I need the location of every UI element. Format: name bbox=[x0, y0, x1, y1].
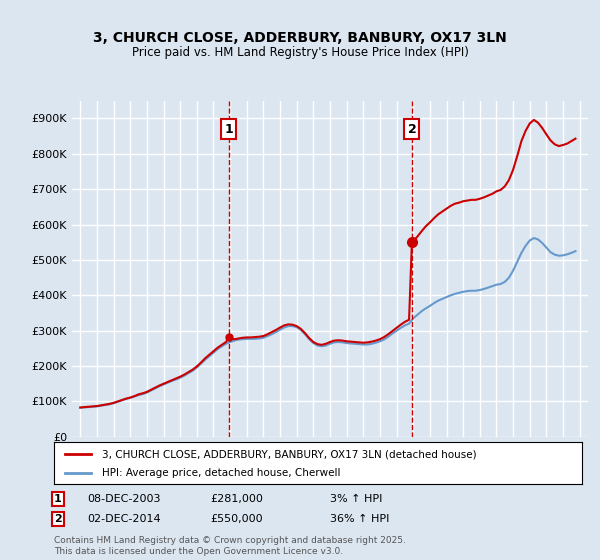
Text: Price paid vs. HM Land Registry's House Price Index (HPI): Price paid vs. HM Land Registry's House … bbox=[131, 46, 469, 59]
Text: 36% ↑ HPI: 36% ↑ HPI bbox=[330, 514, 389, 524]
Text: 1: 1 bbox=[54, 494, 62, 504]
Text: £550,000: £550,000 bbox=[210, 514, 263, 524]
Text: 3% ↑ HPI: 3% ↑ HPI bbox=[330, 494, 382, 504]
Text: 08-DEC-2003: 08-DEC-2003 bbox=[87, 494, 161, 504]
Text: 02-DEC-2014: 02-DEC-2014 bbox=[87, 514, 161, 524]
Text: Contains HM Land Registry data © Crown copyright and database right 2025.
This d: Contains HM Land Registry data © Crown c… bbox=[54, 536, 406, 556]
Text: 3, CHURCH CLOSE, ADDERBURY, BANBURY, OX17 3LN: 3, CHURCH CLOSE, ADDERBURY, BANBURY, OX1… bbox=[93, 31, 507, 45]
Text: 3, CHURCH CLOSE, ADDERBURY, BANBURY, OX17 3LN (detached house): 3, CHURCH CLOSE, ADDERBURY, BANBURY, OX1… bbox=[101, 449, 476, 459]
Text: 2: 2 bbox=[407, 123, 416, 136]
Text: £281,000: £281,000 bbox=[210, 494, 263, 504]
Text: 1: 1 bbox=[224, 123, 233, 136]
Text: 2: 2 bbox=[54, 514, 62, 524]
Text: HPI: Average price, detached house, Cherwell: HPI: Average price, detached house, Cher… bbox=[101, 468, 340, 478]
